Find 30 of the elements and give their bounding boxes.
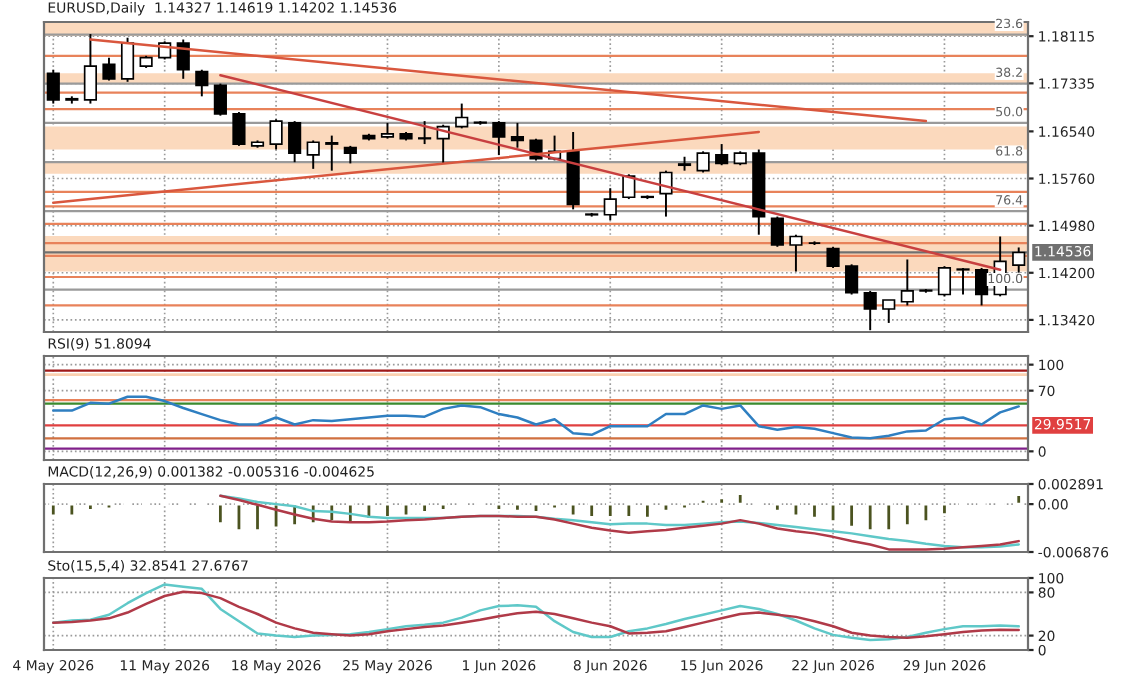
candlestick: [882, 299, 896, 324]
candlestick: [455, 102, 469, 130]
candlestick: [102, 56, 116, 82]
candlestick: [120, 36, 135, 83]
candlestick: [195, 68, 209, 98]
candlestick: [974, 266, 989, 307]
candlestick: [510, 121, 525, 149]
candlestick: [863, 289, 877, 332]
candlestick: [845, 263, 859, 296]
candlestick: [83, 33, 98, 105]
candlestick: [269, 118, 283, 151]
candlestick: [325, 134, 339, 172]
candlestick: [232, 111, 246, 147]
candlestick: [826, 245, 840, 269]
candlestick: [306, 139, 320, 170]
candlestick: [696, 150, 710, 174]
candlestick: [213, 82, 227, 117]
candlestick: [492, 120, 506, 156]
candlestick: [789, 233, 803, 273]
candlestick: [770, 215, 784, 248]
line-series: [52, 395, 1020, 440]
candlestick: [603, 187, 617, 222]
candlestick: [956, 266, 970, 296]
candlestick: [418, 120, 432, 146]
candlestick: [176, 38, 190, 80]
candlestick: [715, 143, 729, 167]
candlestick: [288, 120, 302, 164]
candlestick: [937, 265, 952, 298]
candlestick: [46, 68, 60, 105]
candlestick: [900, 258, 914, 307]
